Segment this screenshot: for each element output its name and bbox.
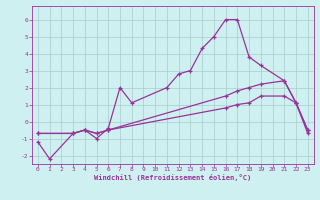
- X-axis label: Windchill (Refroidissement éolien,°C): Windchill (Refroidissement éolien,°C): [94, 174, 252, 181]
